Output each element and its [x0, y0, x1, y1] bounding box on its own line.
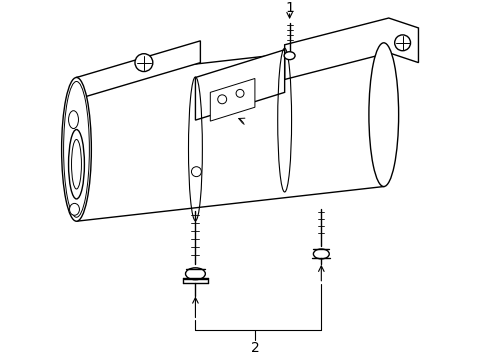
Polygon shape [76, 43, 383, 221]
Polygon shape [210, 78, 254, 121]
Ellipse shape [185, 268, 205, 280]
Ellipse shape [69, 203, 79, 215]
Ellipse shape [68, 111, 78, 129]
Ellipse shape [191, 167, 201, 177]
Ellipse shape [394, 35, 410, 51]
Ellipse shape [313, 249, 328, 259]
Ellipse shape [68, 130, 84, 199]
Text: 2: 2 [250, 341, 259, 355]
Polygon shape [195, 50, 284, 120]
Ellipse shape [135, 54, 152, 72]
Ellipse shape [217, 95, 226, 104]
Ellipse shape [368, 43, 398, 186]
Polygon shape [76, 41, 200, 99]
Ellipse shape [236, 89, 244, 97]
Ellipse shape [284, 52, 294, 60]
Text: 1: 1 [285, 1, 293, 15]
Polygon shape [284, 18, 418, 80]
Ellipse shape [61, 77, 91, 221]
